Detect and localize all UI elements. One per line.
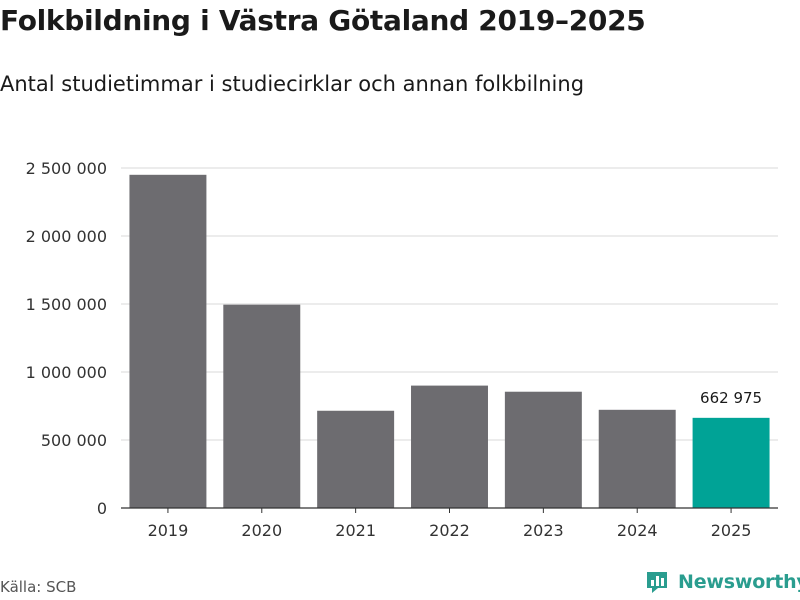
bar — [504, 391, 582, 508]
x-tick-label: 2024 — [617, 521, 658, 540]
data-label: 662 975 — [700, 389, 762, 407]
source-note: Källa: SCB — [0, 578, 77, 596]
x-tick-label: 2019 — [148, 521, 189, 540]
y-tick-label: 500 000 — [41, 431, 107, 450]
x-tick-label: 2022 — [429, 521, 470, 540]
bar — [692, 417, 770, 508]
bar — [317, 410, 395, 508]
y-tick-label: 2 000 000 — [26, 227, 107, 246]
y-tick-label: 2 500 000 — [26, 159, 107, 178]
x-tick-label: 2025 — [711, 521, 752, 540]
x-tick-label: 2023 — [523, 521, 564, 540]
chart-title: Folkbildning i Västra Götaland 2019–2025 — [0, 4, 646, 37]
y-tick-label: 1 500 000 — [26, 295, 107, 314]
x-tick-label: 2020 — [241, 521, 282, 540]
brand-logo: Newsworthy — [644, 569, 800, 595]
newsworthy-logo-icon — [647, 572, 667, 593]
x-tick-label: 2021 — [335, 521, 376, 540]
bar — [411, 385, 488, 508]
bar — [223, 304, 301, 508]
bar — [598, 409, 676, 508]
y-tick-label: 1 000 000 — [26, 363, 107, 382]
brand-name: Newsworthy — [678, 571, 800, 593]
y-tick-label: 0 — [97, 499, 107, 518]
bar — [129, 174, 207, 509]
chart-subtitle: Antal studietimmar i studiecirklar och a… — [0, 72, 585, 96]
